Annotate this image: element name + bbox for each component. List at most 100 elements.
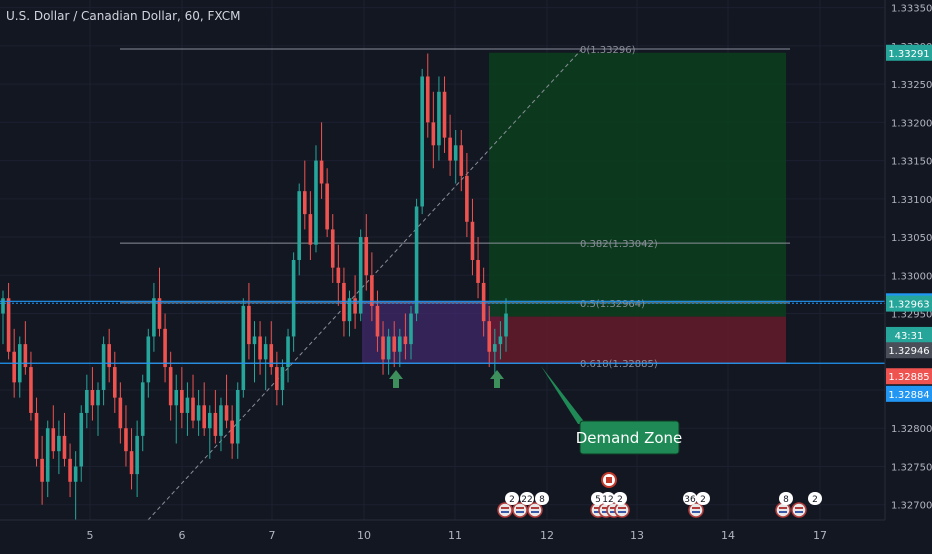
candle-body [51,428,56,452]
price-tag: 1.32946 [886,342,932,359]
candle-body [375,305,380,337]
candle-body [275,367,279,390]
horizontal-lines[interactable] [0,300,885,364]
price-tag-bg [886,342,932,359]
callout-box [579,420,680,455]
flag-stripe [594,511,602,513]
badge-count: 5 [595,495,601,505]
event-count-badge[interactable]: 2 [613,492,627,505]
candle-body [303,191,307,215]
event-count-badge[interactable]: 2 [505,492,519,505]
us-flag-icon[interactable] [512,502,528,518]
us-flag-icon[interactable] [614,502,630,518]
candle-body [370,275,374,306]
up-arrow-markers [389,370,504,388]
flag-stripe [602,507,610,509]
economic-events[interactable]: 2 22 8 5 12 2 36 2 8 2 [497,472,822,518]
candle-body [386,336,391,360]
time-tick-label: 13 [630,529,644,542]
time-tick-label: 5 [87,529,94,542]
candle-body [90,390,95,406]
event-count-badge[interactable]: 8 [779,492,793,505]
candle-body [286,336,290,368]
candlestick-series [1,53,508,520]
flag-stripe [610,507,618,509]
grid [0,0,885,520]
fib-trend-line[interactable] [147,48,583,521]
badge-count: 8 [783,495,789,505]
price-tag: 1.33291 [886,44,932,61]
candle-body [129,451,134,475]
candle-body [280,367,285,390]
candle-body [269,344,274,368]
candle-body [398,336,402,352]
us-flag-icon[interactable] [688,502,704,518]
event-count-badge[interactable]: 8 [535,492,549,505]
us-flag-icon[interactable] [497,502,513,518]
us-flag-icon[interactable] [791,502,807,518]
canada-flag-icon[interactable] [601,472,617,488]
flag-stripe [692,511,700,513]
flag-stripe [501,507,509,509]
candle-body [247,305,251,345]
badge-count: 2 [700,495,706,505]
candle-body [493,344,497,352]
candle-body [297,191,302,260]
flag-stripe [610,511,618,513]
badge-count: 2 [509,495,515,505]
long-position-stop-zone[interactable] [489,316,786,364]
candle-body [420,76,424,207]
candle-body [504,313,508,337]
event-count-badge[interactable]: 2 [696,492,710,505]
long-position-profit-zone[interactable] [489,52,786,317]
candle-body [73,466,78,482]
candle-body [358,237,363,314]
price-axis[interactable]: 1.333501.333001.332501.332001.331501.331… [884,0,932,520]
time-axis[interactable]: 5 6 7 10 11 12 13 14 17 [0,519,885,542]
us-flag-icon[interactable] [775,502,791,518]
candle-body [124,428,128,452]
event-count-badge[interactable]: 2 [808,492,822,505]
candle-body [291,260,296,337]
price-tick-label: 1.33350 [891,4,932,15]
flag-stripe [779,511,787,513]
candle-body [448,137,452,161]
badge-bg [613,492,627,505]
time-tick-label: 14 [721,529,735,542]
candle-body [314,160,318,245]
time-tick-label: 10 [357,529,371,542]
event-count-badge[interactable]: 5 [591,492,605,505]
price-tag-label: 1.32963 [888,300,929,311]
candle-body [263,344,268,360]
flag-disc [688,502,704,518]
event-count-badge[interactable]: 36 [683,492,697,505]
time-tick-label: 6 [179,529,186,542]
flag-stripe [692,507,700,509]
candle-body [96,390,100,406]
demand-zone-callout[interactable]: Demand Zone [541,366,682,455]
flag-stripe [531,511,539,513]
price-tag-bg [886,44,932,61]
candle-body [213,412,218,436]
us-flag-icon[interactable] [527,502,543,518]
flag-disc [614,502,630,518]
price-tick-label: 1.32750 [891,462,932,473]
flag-stripe [516,507,524,509]
fib-level-label: 0(1.33296) [580,45,636,56]
badge-bg [696,492,710,505]
candle-body [481,282,486,322]
candle-body [347,298,352,322]
price-tag-bg [886,385,932,402]
candle-body [409,313,413,345]
event-count-badge[interactable]: 12 [601,492,615,505]
maple-leaf [606,477,612,483]
candle-body [235,390,240,444]
candle-body [107,344,111,368]
price-tick-label: 1.33200 [891,118,932,129]
flag-disc [527,502,543,518]
event-count-badge[interactable]: 22 [520,492,534,505]
candle-body [146,336,151,383]
price-tick-label: 1.33050 [891,233,932,244]
price-tick-label: 1.32950 [891,310,932,321]
